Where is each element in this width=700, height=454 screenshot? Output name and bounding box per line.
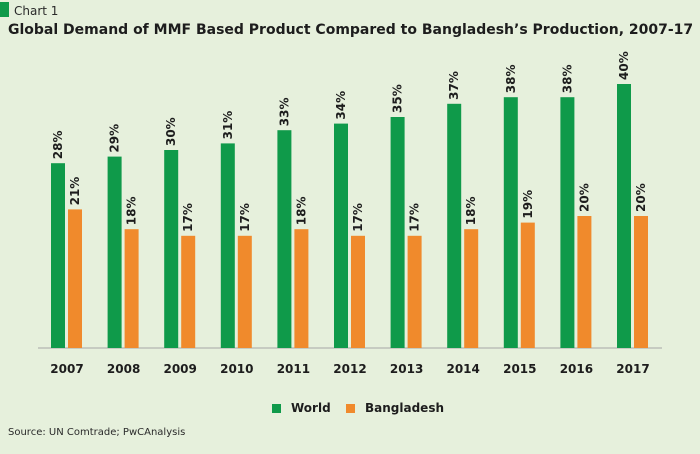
x-tick-label-2017: 2017 [616, 362, 649, 376]
bar-bangladesh-2014 [464, 229, 479, 348]
bar-world-2010 [220, 143, 235, 348]
x-tick-label-2008: 2008 [107, 362, 140, 376]
bar-bangladesh-2009 [181, 235, 196, 348]
data-label-bangladesh-2010: 17% [238, 203, 252, 232]
legend-swatch-world [272, 403, 281, 413]
bar-world-2009 [164, 150, 179, 348]
x-tick-label-2016: 2016 [560, 362, 593, 376]
bar-bangladesh-2015 [520, 222, 535, 348]
bar-world-2008 [107, 156, 122, 348]
chart-label-marker [0, 2, 9, 17]
bar-world-2011 [277, 130, 292, 348]
x-tick-label-2014: 2014 [446, 362, 479, 376]
chart-title: Global Demand of MMF Based Product Compa… [8, 22, 694, 38]
data-label-world-2013: 35% [391, 84, 405, 113]
legend-label-bangladesh: Bangladesh [365, 401, 445, 415]
bar-world-2016 [560, 97, 575, 348]
bar-world-2012 [334, 123, 348, 348]
x-tick-label-2015: 2015 [503, 362, 536, 376]
data-label-bangladesh-2013: 17% [408, 203, 422, 232]
bar-bangladesh-2012 [351, 235, 365, 348]
data-label-world-2016: 38% [560, 64, 574, 93]
data-label-world-2007: 28% [51, 130, 65, 159]
bar-bangladesh-2007 [68, 209, 82, 348]
data-label-bangladesh-2009: 17% [181, 203, 195, 232]
data-label-world-2011: 33% [277, 97, 291, 126]
bar-world-2007 [51, 163, 65, 348]
x-tick-label-2009: 2009 [163, 362, 196, 376]
legend: World Bangladesh [0, 401, 700, 417]
bar-bangladesh-2017 [634, 216, 648, 348]
data-label-world-2015: 38% [504, 64, 518, 93]
data-label-world-2017: 40% [617, 51, 631, 80]
data-label-bangladesh-2015: 19% [521, 190, 535, 219]
legend-label-world: World [291, 401, 331, 415]
data-label-bangladesh-2017: 20% [634, 183, 648, 212]
data-label-bangladesh-2007: 21% [68, 177, 82, 206]
bar-bangladesh-2016 [577, 216, 592, 348]
bar-world-2017 [617, 84, 631, 348]
bar-bangladesh-2013 [407, 235, 422, 348]
data-label-world-2010: 31% [221, 111, 235, 140]
x-tick-label-2010: 2010 [220, 362, 253, 376]
x-tick-label-2011: 2011 [277, 362, 310, 376]
data-label-bangladesh-2008: 18% [125, 196, 139, 225]
x-tick-label-2012: 2012 [333, 362, 366, 376]
x-tick-label-2013: 2013 [390, 362, 423, 376]
bar-bangladesh-2011 [294, 229, 309, 348]
legend-item-bangladesh: Bangladesh [346, 401, 444, 415]
bar-bangladesh-2010 [237, 235, 252, 348]
legend-item-world: World [272, 401, 331, 415]
data-label-world-2009: 30% [164, 117, 178, 146]
data-label-bangladesh-2012: 17% [351, 203, 365, 232]
bar-world-2013 [390, 117, 405, 348]
bar-world-2014 [447, 103, 462, 348]
bar-bangladesh-2008 [124, 229, 139, 348]
data-label-world-2008: 29% [108, 124, 122, 153]
data-label-world-2014: 37% [447, 71, 461, 100]
source-note: Source: UN Comtrade; PwCAnalysis [8, 427, 186, 438]
x-tick-label-2007: 2007 [50, 362, 83, 376]
legend-swatch-bangladesh [346, 403, 355, 413]
data-label-bangladesh-2016: 20% [577, 183, 591, 212]
data-label-world-2012: 34% [334, 91, 348, 120]
data-label-bangladesh-2014: 18% [464, 196, 478, 225]
bar-world-2015 [503, 97, 518, 348]
chart-number-label: Chart 1 [14, 4, 59, 18]
data-label-bangladesh-2011: 18% [294, 196, 308, 225]
